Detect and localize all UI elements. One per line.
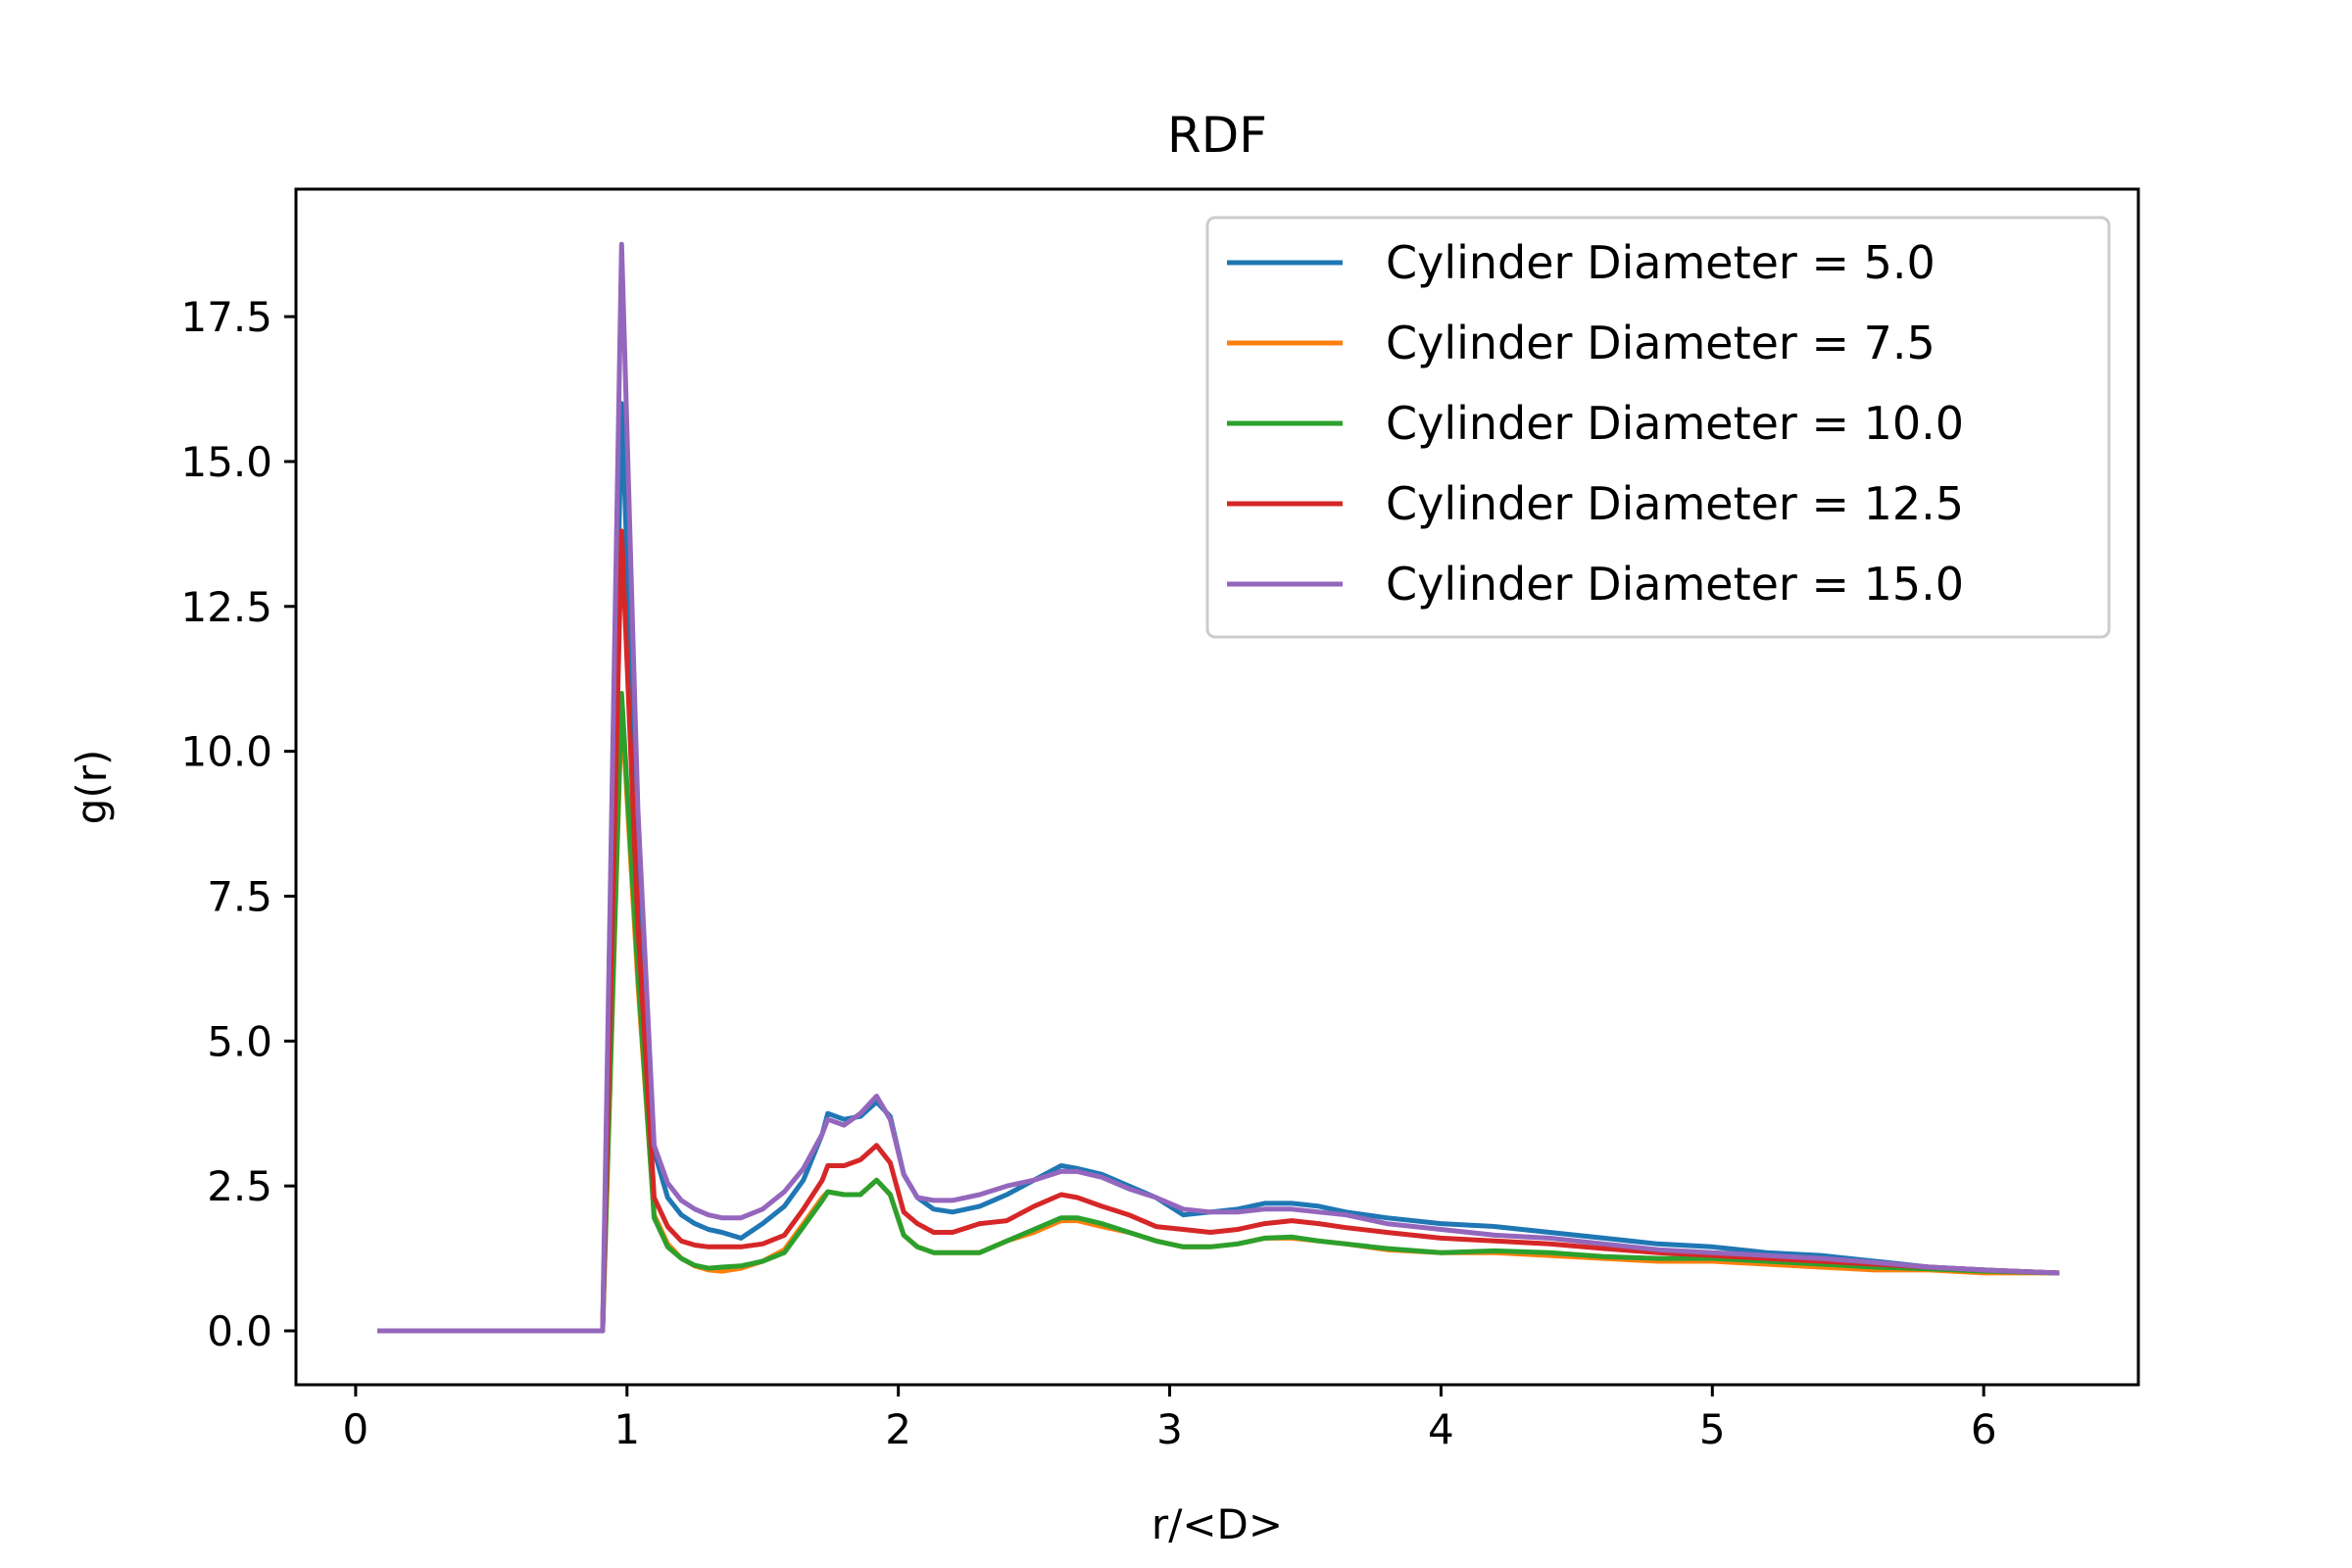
- y-tick-label: 7.5: [207, 872, 272, 920]
- series-line-5: [377, 241, 2060, 1334]
- y-axis: 0.0 2.5 5.0 7.5 10.0 12.5 15.0 17.5: [180, 293, 296, 1355]
- chart-title: RDF: [1167, 107, 1267, 164]
- x-tick-label: 0: [343, 1405, 369, 1453]
- x-tick-label: 6: [1971, 1405, 1997, 1453]
- legend-label: Cylinder Diameter = 12.5: [1386, 477, 1964, 530]
- y-tick-label: 17.5: [180, 293, 272, 341]
- series-layer: [377, 241, 2060, 1334]
- legend-label: Cylinder Diameter = 15.0: [1386, 558, 1964, 611]
- legend-label: Cylinder Diameter = 5.0: [1386, 236, 1936, 289]
- legend-box: [1205, 216, 2111, 639]
- legend-label: Cylinder Diameter = 10.0: [1386, 397, 1964, 450]
- y-axis-title: g(r): [68, 750, 116, 825]
- x-tick-label: 3: [1156, 1405, 1183, 1453]
- x-tick-label: 2: [885, 1405, 911, 1453]
- legend-items: Cylinder Diameter = 5.0 Cylinder Diameter…: [1227, 236, 1964, 611]
- x-tick-label: 5: [1699, 1405, 1726, 1453]
- y-tick-label: 15.0: [180, 438, 272, 486]
- series-line-1: [377, 401, 2060, 1334]
- y-tick-label: 2.5: [207, 1162, 272, 1210]
- x-tick-label: 1: [613, 1405, 640, 1453]
- x-tick-label: 4: [1428, 1405, 1454, 1453]
- plot-frame: [294, 187, 2140, 1387]
- y-tick-label: 10.0: [180, 728, 272, 776]
- legend-label: Cylinder Diameter = 7.5: [1386, 317, 1936, 369]
- y-tick-label: 0.0: [207, 1307, 272, 1355]
- y-tick-label: 12.5: [180, 583, 272, 631]
- legend: Cylinder Diameter = 5.0 Cylinder Diameter…: [1205, 216, 2111, 639]
- series-line-3: [377, 691, 2060, 1334]
- series-line-4: [377, 528, 2060, 1334]
- x-axis: 0 1 2 3 4 5 6: [343, 1385, 1997, 1453]
- y-tick-label: 5.0: [207, 1017, 272, 1065]
- x-axis-title: r/<D>: [1152, 1500, 1283, 1548]
